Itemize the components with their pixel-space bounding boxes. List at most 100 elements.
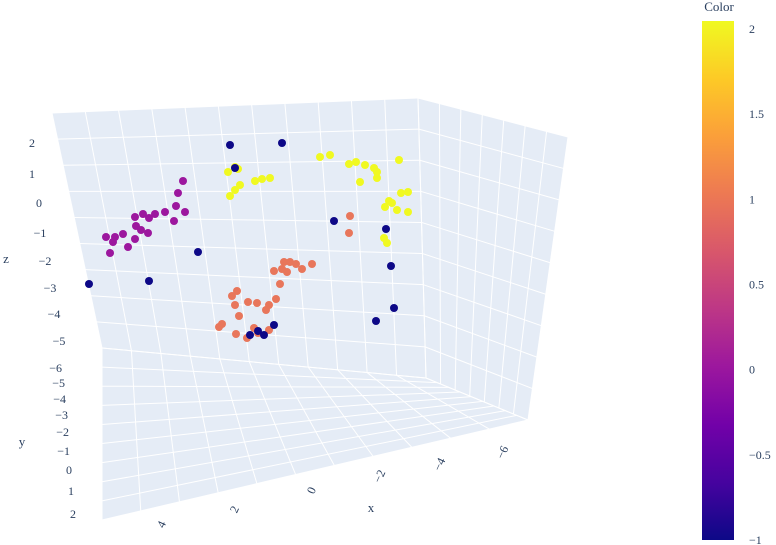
data-point [395,156,403,164]
colorbar-tick-label: −1 [749,533,762,545]
data-point [253,299,261,307]
data-point [270,267,278,275]
z-tick-label: −3 [44,281,57,295]
data-point [292,260,300,268]
gridline [417,97,427,379]
x-tick-label: 2 [227,504,242,515]
data-point [233,287,241,295]
data-point [172,202,180,210]
x-tick-label: −6 [493,444,511,462]
y-axis-title: y [19,434,26,449]
data-point [330,217,338,225]
data-point [283,268,291,276]
x-tick-label: 4 [154,519,169,530]
x-tick-label: −4 [430,456,448,474]
gridline [424,346,533,390]
gridline [483,120,505,403]
gridline [454,109,462,391]
data-point [346,212,354,220]
gridline [57,128,419,140]
data-point [276,280,284,288]
gridline [337,369,413,448]
data-point [361,161,369,169]
x-tick-label: −2 [370,468,388,486]
scene-3d[interactable] [51,97,569,521]
gridline [307,366,374,457]
gridline [101,391,461,406]
data-point [179,177,187,185]
gridline [396,374,490,430]
gridline [317,102,339,370]
gridline [425,377,529,421]
data-point [345,229,353,237]
gridline [512,131,548,415]
data-point [231,186,239,194]
gridline [422,253,546,295]
gridline [418,128,564,169]
data-point [226,192,234,200]
data-point [266,174,274,182]
gridline [420,190,555,232]
data-point [383,239,391,247]
data-point [356,178,364,186]
z-tick-label: −4 [48,307,61,321]
data-point [232,330,240,338]
data-point [308,260,316,268]
data-point [145,277,153,285]
gridline [424,315,538,358]
gridline [419,159,560,201]
data-point [280,258,288,266]
gridline [101,366,438,384]
data-point [382,225,390,233]
y-tick-label: 1 [68,484,74,498]
data-point [345,160,353,168]
gridline [438,103,442,385]
data-point [372,317,380,325]
x-axis-title: x [368,500,375,515]
gridline [101,385,449,388]
data-point [139,210,147,218]
gridline [63,159,420,166]
y-tick-label: −1 [57,444,70,458]
gridline [417,97,569,138]
scene-back-wall [52,98,426,378]
data-point [231,164,239,172]
scene-side-wall [418,98,568,420]
data-point [316,153,324,161]
data-point [262,306,270,314]
gridline [284,103,309,368]
data-point [373,174,381,182]
gridline [469,114,483,397]
gridline [101,419,529,521]
gridline [101,410,506,483]
gridline [101,405,495,464]
data-point [251,177,259,185]
data-point [373,168,381,176]
scatter-points [85,139,412,342]
gridline [219,358,258,484]
gridline [130,350,142,511]
data-point [144,229,152,237]
data-point [226,141,234,149]
gridline [278,364,335,466]
data-point [131,213,139,221]
data-point [352,158,360,166]
data-point [404,208,412,216]
data-point [390,304,398,312]
data-point [393,206,401,214]
data-point [228,292,236,300]
colorbar-gradient [702,21,734,540]
gridline [151,108,191,357]
gridline [79,243,423,255]
gridline [101,396,472,425]
gridline [423,284,542,327]
z-axis-title: z [3,251,9,266]
y-tick-label: −3 [55,408,68,422]
gridline [527,136,569,421]
data-point [298,265,306,273]
data-point [119,230,127,238]
data-point [278,139,286,147]
gridline [189,356,219,493]
y-tick-label: −4 [53,392,66,406]
